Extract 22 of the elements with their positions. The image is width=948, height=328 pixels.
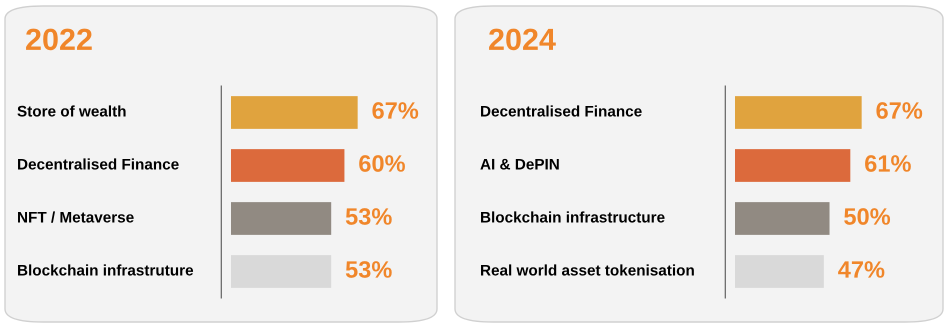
data-label: 61% <box>865 155 911 172</box>
data-label: 67% <box>372 102 418 119</box>
y-tick-label: AI & DePIN <box>480 158 559 170</box>
data-label: 50% <box>844 208 890 225</box>
chart-title: 2022 <box>26 28 92 50</box>
y-tick-label: Blockchain infrastruture <box>18 264 194 276</box>
chart-title: 2024 <box>489 28 556 50</box>
bar <box>735 202 830 235</box>
data-label: 67% <box>876 102 922 119</box>
y-tick-label: Blockchain infrastructure <box>481 211 665 223</box>
bar <box>735 149 850 182</box>
y-tick-label: NFT / Metaverse <box>18 211 134 223</box>
y-tick-label: Decentralised Finance <box>481 105 642 117</box>
bar <box>735 255 824 288</box>
data-label: 53% <box>346 261 392 278</box>
y-tick-label: Real world asset tokenisation <box>481 264 694 276</box>
y-tick-label: Store of wealth <box>17 105 126 117</box>
data-label: 53% <box>346 208 392 225</box>
bar <box>735 96 862 129</box>
data-label: 47% <box>838 261 884 278</box>
y-tick-label: Decentralised Finance <box>18 158 179 170</box>
data-label: 60% <box>359 155 405 172</box>
